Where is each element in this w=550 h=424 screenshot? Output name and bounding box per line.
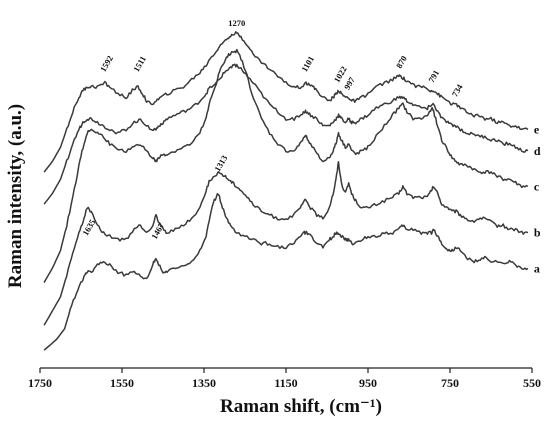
peak-label: 734 <box>450 82 465 99</box>
series-lines <box>43 31 529 351</box>
peak-label: 1592 <box>98 54 115 74</box>
x-axis-title: Raman shift, (cm⁻¹) <box>220 396 382 417</box>
series-line-a <box>43 193 529 351</box>
peak-label: 1270 <box>228 18 245 28</box>
series-line-e <box>43 31 529 173</box>
series-label-a: a <box>534 261 540 275</box>
x-tick-label: 1750 <box>28 376 52 390</box>
peak-label: 1101 <box>299 54 316 73</box>
x-tick-label: 750 <box>441 376 459 390</box>
peak-label: 1511 <box>131 54 148 73</box>
series-label-c: c <box>534 179 540 193</box>
peak-label: 1313 <box>212 153 229 173</box>
peak-label: 870 <box>394 54 409 70</box>
peak-labels: 1592 151112701101102299787079173413131635… <box>80 18 465 241</box>
x-tick-label: 950 <box>359 376 377 390</box>
series-label-d: d <box>534 144 541 158</box>
series-label-e: e <box>534 122 540 136</box>
series-line-b <box>43 161 529 326</box>
peak-label: 791 <box>426 68 441 84</box>
series-label-b: b <box>534 226 541 240</box>
series-line-d <box>43 63 529 205</box>
x-axis-ticks: 1750 1550 1350 1150 950 750 550 <box>28 368 541 390</box>
series-labels: a b c de <box>534 122 541 275</box>
x-tick-label: 1550 <box>110 376 134 390</box>
series-line-c <box>43 48 529 283</box>
x-tick-label: 1350 <box>192 376 216 390</box>
x-tick-label: 1150 <box>274 376 297 390</box>
y-axis-title: Raman intensity, (a.u.) <box>5 104 26 288</box>
x-tick-label: 550 <box>523 376 541 390</box>
